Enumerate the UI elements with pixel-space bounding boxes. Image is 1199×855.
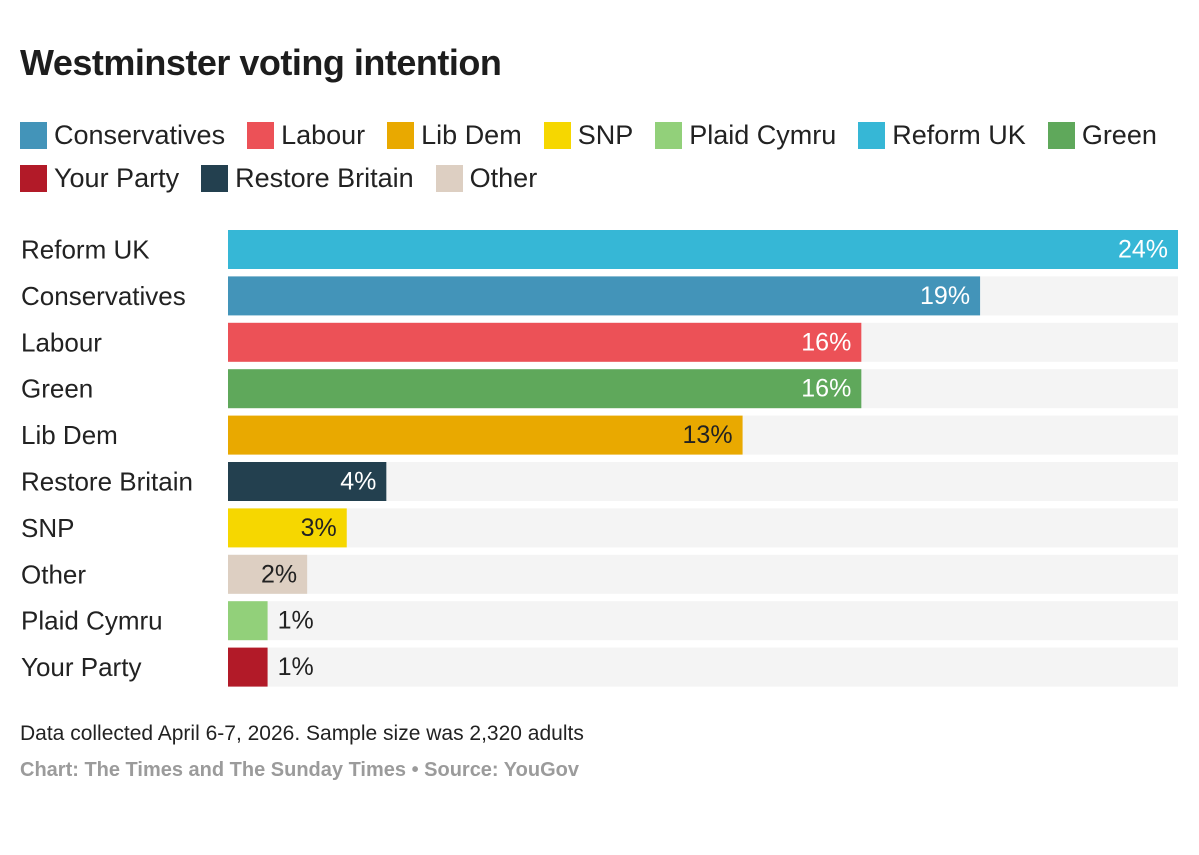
chart-title: Westminster voting intention [20, 42, 502, 83]
category-label: Labour [21, 327, 102, 357]
bar [228, 276, 981, 316]
value-label: 16% [801, 328, 851, 356]
bar-track [228, 601, 1178, 641]
legend-item: Green [1047, 120, 1157, 150]
bar-track [228, 462, 1178, 501]
legend-label: Plaid Cymru [689, 120, 837, 150]
legend-swatch [655, 121, 683, 149]
bar [228, 554, 308, 594]
legend-label: Reform UK [892, 120, 1026, 150]
value-label: 1% [278, 653, 314, 681]
legend-swatch [543, 121, 571, 149]
bar [228, 415, 743, 455]
legend-label: Conservatives [54, 120, 226, 150]
data-note: Data collected April 6-7, 2026. Sample s… [20, 722, 584, 745]
bar [228, 230, 1178, 269]
bar [228, 369, 862, 409]
legend-label: Other [469, 163, 538, 193]
category-label: Lib Dem [21, 420, 118, 450]
legend-swatch [858, 121, 886, 149]
value-label: 13% [683, 421, 733, 449]
source-credit: Chart: The Times and The Sunday Times • … [20, 759, 579, 781]
legend-item: Reform UK [858, 120, 1026, 150]
legend-item: Labour [247, 120, 365, 150]
bar-track [228, 508, 1178, 548]
bar [228, 322, 862, 362]
legend-swatch [20, 164, 47, 192]
legend-swatch [247, 121, 275, 149]
legend-item: Restore Britain [201, 163, 414, 193]
bar-track [228, 554, 1178, 594]
legend-swatch [387, 121, 415, 149]
bar [228, 601, 268, 641]
legend-item: Other [435, 163, 538, 193]
category-label: Reform UK [21, 235, 150, 265]
value-label: 4% [340, 468, 376, 496]
category-label: Conservatives [21, 281, 186, 311]
bar-track [228, 647, 1178, 687]
value-label: 24% [1118, 236, 1168, 264]
legend-item: Plaid Cymru [655, 120, 836, 150]
legend-label: Labour [281, 120, 366, 150]
legend-swatch [201, 164, 229, 192]
bar-chart: Reform UK 24% Conservatives 19% Labour 16% Gre… [21, 230, 1178, 687]
legend-label: Your Party [54, 163, 180, 193]
category-label: Restore Britain [21, 467, 193, 497]
legend-label: SNP [577, 120, 634, 150]
chart-legend: Conservatives Labour Lib Dem SNP Plaid Cymru… [20, 120, 1185, 193]
value-label: 2% [261, 560, 297, 588]
legend-item: SNP [543, 120, 634, 150]
value-label: 16% [801, 375, 851, 403]
bar [228, 647, 268, 687]
legend-swatch [20, 121, 47, 149]
legend-item: Lib Dem [387, 120, 522, 150]
legend-item: Your Party [20, 163, 179, 193]
legend-swatch [1047, 121, 1075, 149]
category-label: Other [21, 559, 86, 589]
bar [228, 508, 347, 548]
legend-label: Lib Dem [421, 120, 522, 150]
value-label: 1% [278, 607, 314, 635]
category-label: Green [21, 374, 93, 404]
value-label: 19% [920, 282, 970, 310]
legend-label: Restore Britain [235, 163, 414, 193]
legend-swatch [435, 164, 463, 192]
legend-item: Conservatives [20, 120, 225, 150]
value-label: 3% [301, 514, 337, 542]
category-label: Plaid Cymru [21, 606, 163, 636]
legend-label: Green [1081, 120, 1157, 150]
bar [228, 462, 387, 501]
category-label: Your Party [21, 652, 141, 682]
category-label: SNP [21, 513, 74, 543]
